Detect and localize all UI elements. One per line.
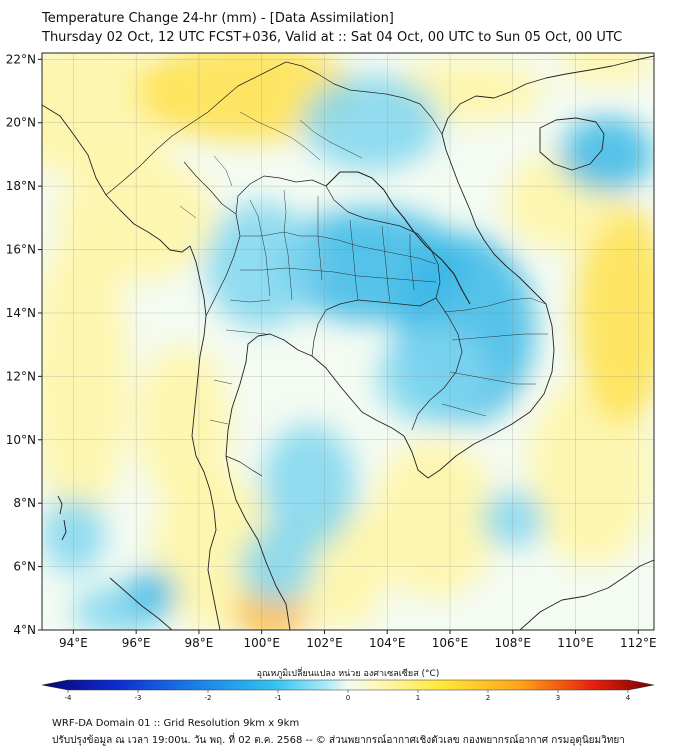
anomaly-blob: [136, 53, 356, 142]
lat-tick-label: 18°N: [6, 179, 36, 193]
colorbar-tick-label: -1: [275, 694, 282, 702]
coastline-gulf-east: [225, 55, 654, 630]
colorbar-tick-label: 4: [626, 694, 631, 702]
colorbar-tick-label: -2: [205, 694, 212, 702]
colorbar-bar: [41, 679, 655, 691]
lat-tick-label: 8°N: [13, 496, 36, 510]
border-cambodia: [411, 297, 463, 431]
lon-tick-label: 110°E: [557, 636, 594, 650]
anomaly-blob: [261, 423, 356, 551]
temperature-field: [42, 53, 654, 630]
border-myanmar: [105, 61, 287, 215]
lat-tick-label: 10°N: [6, 433, 36, 447]
colorbar-tick-label: 3: [556, 694, 560, 702]
border-malaysia: [225, 455, 263, 477]
colorbar: อุณหภูมิเปลี่ยนแปลง หน่วย องศาเซลเซียส (…: [41, 666, 655, 702]
colorbar-tick-label: -4: [65, 694, 73, 702]
longitude-axis: 94°E 96°E 98°E 100°E 102°E 104°E 106°E 108°E 110…: [59, 630, 657, 650]
colorbar-tick-label: 2: [486, 694, 490, 702]
lon-tick-label: 102°E: [306, 636, 343, 650]
lat-tick-label: 4°N: [13, 623, 36, 637]
map-title: Temperature Change 24-hr (mm) - [Data As…: [42, 11, 394, 26]
anomaly-blob: [126, 569, 177, 615]
internal-boundaries: [179, 111, 548, 425]
colorbar-ticks: -4 -3 -2 -1 0 1 2 3 4: [65, 690, 631, 702]
lat-tick-label: 16°N: [6, 243, 36, 257]
map-subtitle: Thursday 02 Oct, 12 UTC FCST+036, Valid …: [42, 30, 623, 45]
lon-tick-label: 108°E: [495, 636, 532, 650]
anomaly-blob: [151, 471, 278, 630]
map-frame: [41, 52, 655, 631]
anomaly-blob: [559, 116, 654, 193]
coastline-hainan: [539, 117, 605, 171]
lon-tick-label: 94°E: [59, 636, 88, 650]
lat-tick-label: 14°N: [6, 306, 36, 320]
lat-tick-label: 22°N: [6, 52, 36, 66]
border-thailand: [205, 175, 441, 357]
lat-tick-label: 12°N: [6, 369, 36, 383]
coastline-andaman: [57, 495, 67, 541]
lat-tick-label: 6°N: [13, 560, 36, 574]
anomaly-blob: [136, 344, 231, 504]
lon-tick-label: 112°E: [620, 636, 657, 650]
lat-tick-label: 20°N: [6, 116, 36, 130]
border-china: [285, 61, 443, 135]
colorbar-tick-label: 0: [346, 694, 350, 702]
border-laos: [325, 171, 471, 305]
boundaries: [42, 55, 654, 630]
lon-tick-label: 100°E: [243, 636, 280, 650]
coastline-sumatra: [109, 577, 173, 630]
colorbar-tick-label: -3: [135, 694, 142, 702]
lon-tick-label: 96°E: [122, 636, 151, 650]
colorbar-tick-label: 1: [416, 694, 420, 702]
footer-model-info: WRF-DA Domain 01 :: Grid Resolution 9km …: [52, 718, 300, 729]
colorbar-title: อุณหภูมิเปลี่ยนแปลง หน่วย องศาเซลเซียส (…: [257, 666, 440, 679]
anomaly-blob: [371, 439, 498, 599]
coastline-borneo: [519, 559, 654, 630]
lon-tick-label: 98°E: [184, 636, 213, 650]
lon-tick-label: 106°E: [432, 636, 469, 650]
lon-tick-label: 104°E: [369, 636, 406, 650]
latitude-axis: 4°N 6°N 8°N 10°N 12°N 14°N 16°N 18°N 20°N 22°N: [6, 52, 42, 637]
footer-update-info: ปรับปรุงข้อมูล ณ เวลา 19:00น. วัน พฤ. ที…: [52, 735, 625, 746]
